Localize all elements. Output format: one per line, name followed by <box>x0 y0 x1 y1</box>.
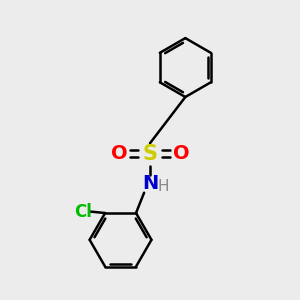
Text: S: S <box>142 144 158 164</box>
Text: N: N <box>142 174 158 194</box>
Text: O: O <box>172 144 189 163</box>
Text: O: O <box>111 144 128 163</box>
Text: Cl: Cl <box>74 202 92 220</box>
Text: H: H <box>158 179 169 194</box>
